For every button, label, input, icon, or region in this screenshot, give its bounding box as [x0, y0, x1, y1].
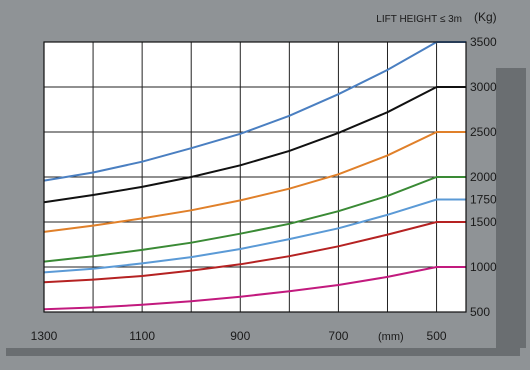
- y-tick-label: 1750: [470, 193, 497, 207]
- right-shadow-panel: [496, 68, 526, 348]
- y-unit-label: (Kg): [474, 10, 497, 24]
- series-line-2: [43, 86, 466, 204]
- y-tick-label: 2500: [470, 125, 497, 139]
- y-tick-label: 3500: [470, 35, 497, 49]
- series-line-3: [43, 131, 466, 233]
- x-unit-label: (mm): [378, 331, 404, 343]
- series-line-5: [43, 198, 466, 274]
- series-group: [43, 41, 466, 311]
- y-tick-labels: 500 1000 1500 1750 2000 2500 3000 3500: [470, 35, 497, 319]
- x-tick-label: 700: [328, 329, 348, 343]
- y-tick-label: 1500: [470, 215, 497, 229]
- series-line-1: [43, 41, 466, 182]
- x-tick-label: 1100: [129, 329, 155, 343]
- x-tick-labels: 1300 1100 900 700 500: [31, 329, 447, 343]
- series-line-7: [43, 266, 466, 311]
- x-tick-label: 900: [230, 329, 250, 343]
- header-label: LIFT HEIGHT ≤ 3m: [376, 14, 462, 25]
- bottom-shadow-bar: [6, 348, 520, 356]
- y-tick-label: 3000: [470, 80, 497, 94]
- y-tick-label: 1000: [470, 260, 497, 274]
- y-tick-label: 2000: [470, 170, 497, 184]
- y-tick-label: 500: [470, 305, 490, 319]
- x-tick-label: 500: [427, 329, 447, 343]
- plot-border: [43, 41, 467, 313]
- series-line-6: [43, 221, 466, 284]
- series-line-4: [43, 176, 466, 263]
- x-tick-label: 1300: [31, 329, 58, 343]
